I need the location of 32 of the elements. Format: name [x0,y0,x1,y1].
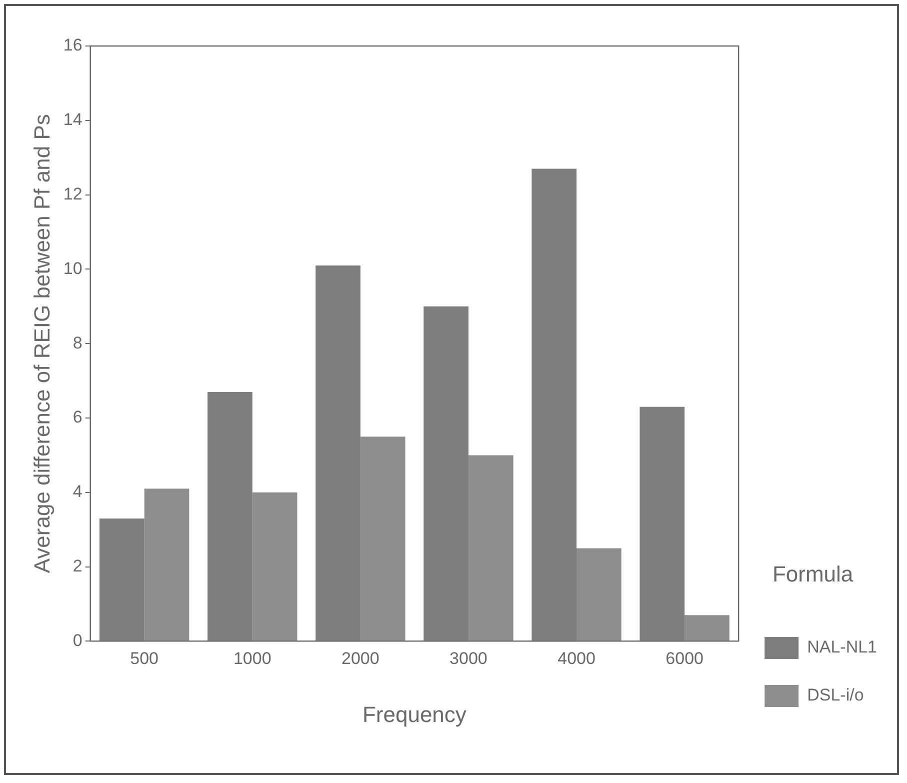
x-axis-title: Frequency [362,702,466,727]
x-tick-label: 6000 [666,649,704,668]
y-tick-label: 8 [72,333,82,352]
y-tick-label: 6 [72,408,82,427]
bar [208,392,252,641]
y-tick-label: 4 [72,482,82,502]
bar [468,455,514,641]
y-tick-label: 10 [63,258,82,278]
bar [316,265,360,641]
bar [532,168,577,641]
bar [252,492,298,641]
bar [684,615,730,641]
x-tick-label: 2000 [342,649,380,668]
x-tick-label: 3000 [450,649,488,668]
bar [360,436,406,641]
y-tick-label: 16 [63,36,82,55]
bar [144,488,190,641]
bar [424,306,468,641]
y-axis-title: Average difference of REIG between Pf and Ps [29,114,54,574]
legend-label: DSL-i/o [807,686,864,705]
y-tick-label: 12 [63,184,82,204]
y-tick-label: 0 [72,630,82,650]
bar [99,518,144,641]
x-tick-label: 500 [130,649,159,668]
bar [640,406,685,641]
y-tick-label: 14 [63,110,82,130]
legend-label: NAL-NL1 [807,638,878,657]
bar [576,548,622,641]
y-tick-label: 2 [72,556,82,576]
x-tick-label: 4000 [558,649,596,668]
legend-title: Formula [772,562,854,587]
x-tick-label: 1000 [233,649,272,668]
